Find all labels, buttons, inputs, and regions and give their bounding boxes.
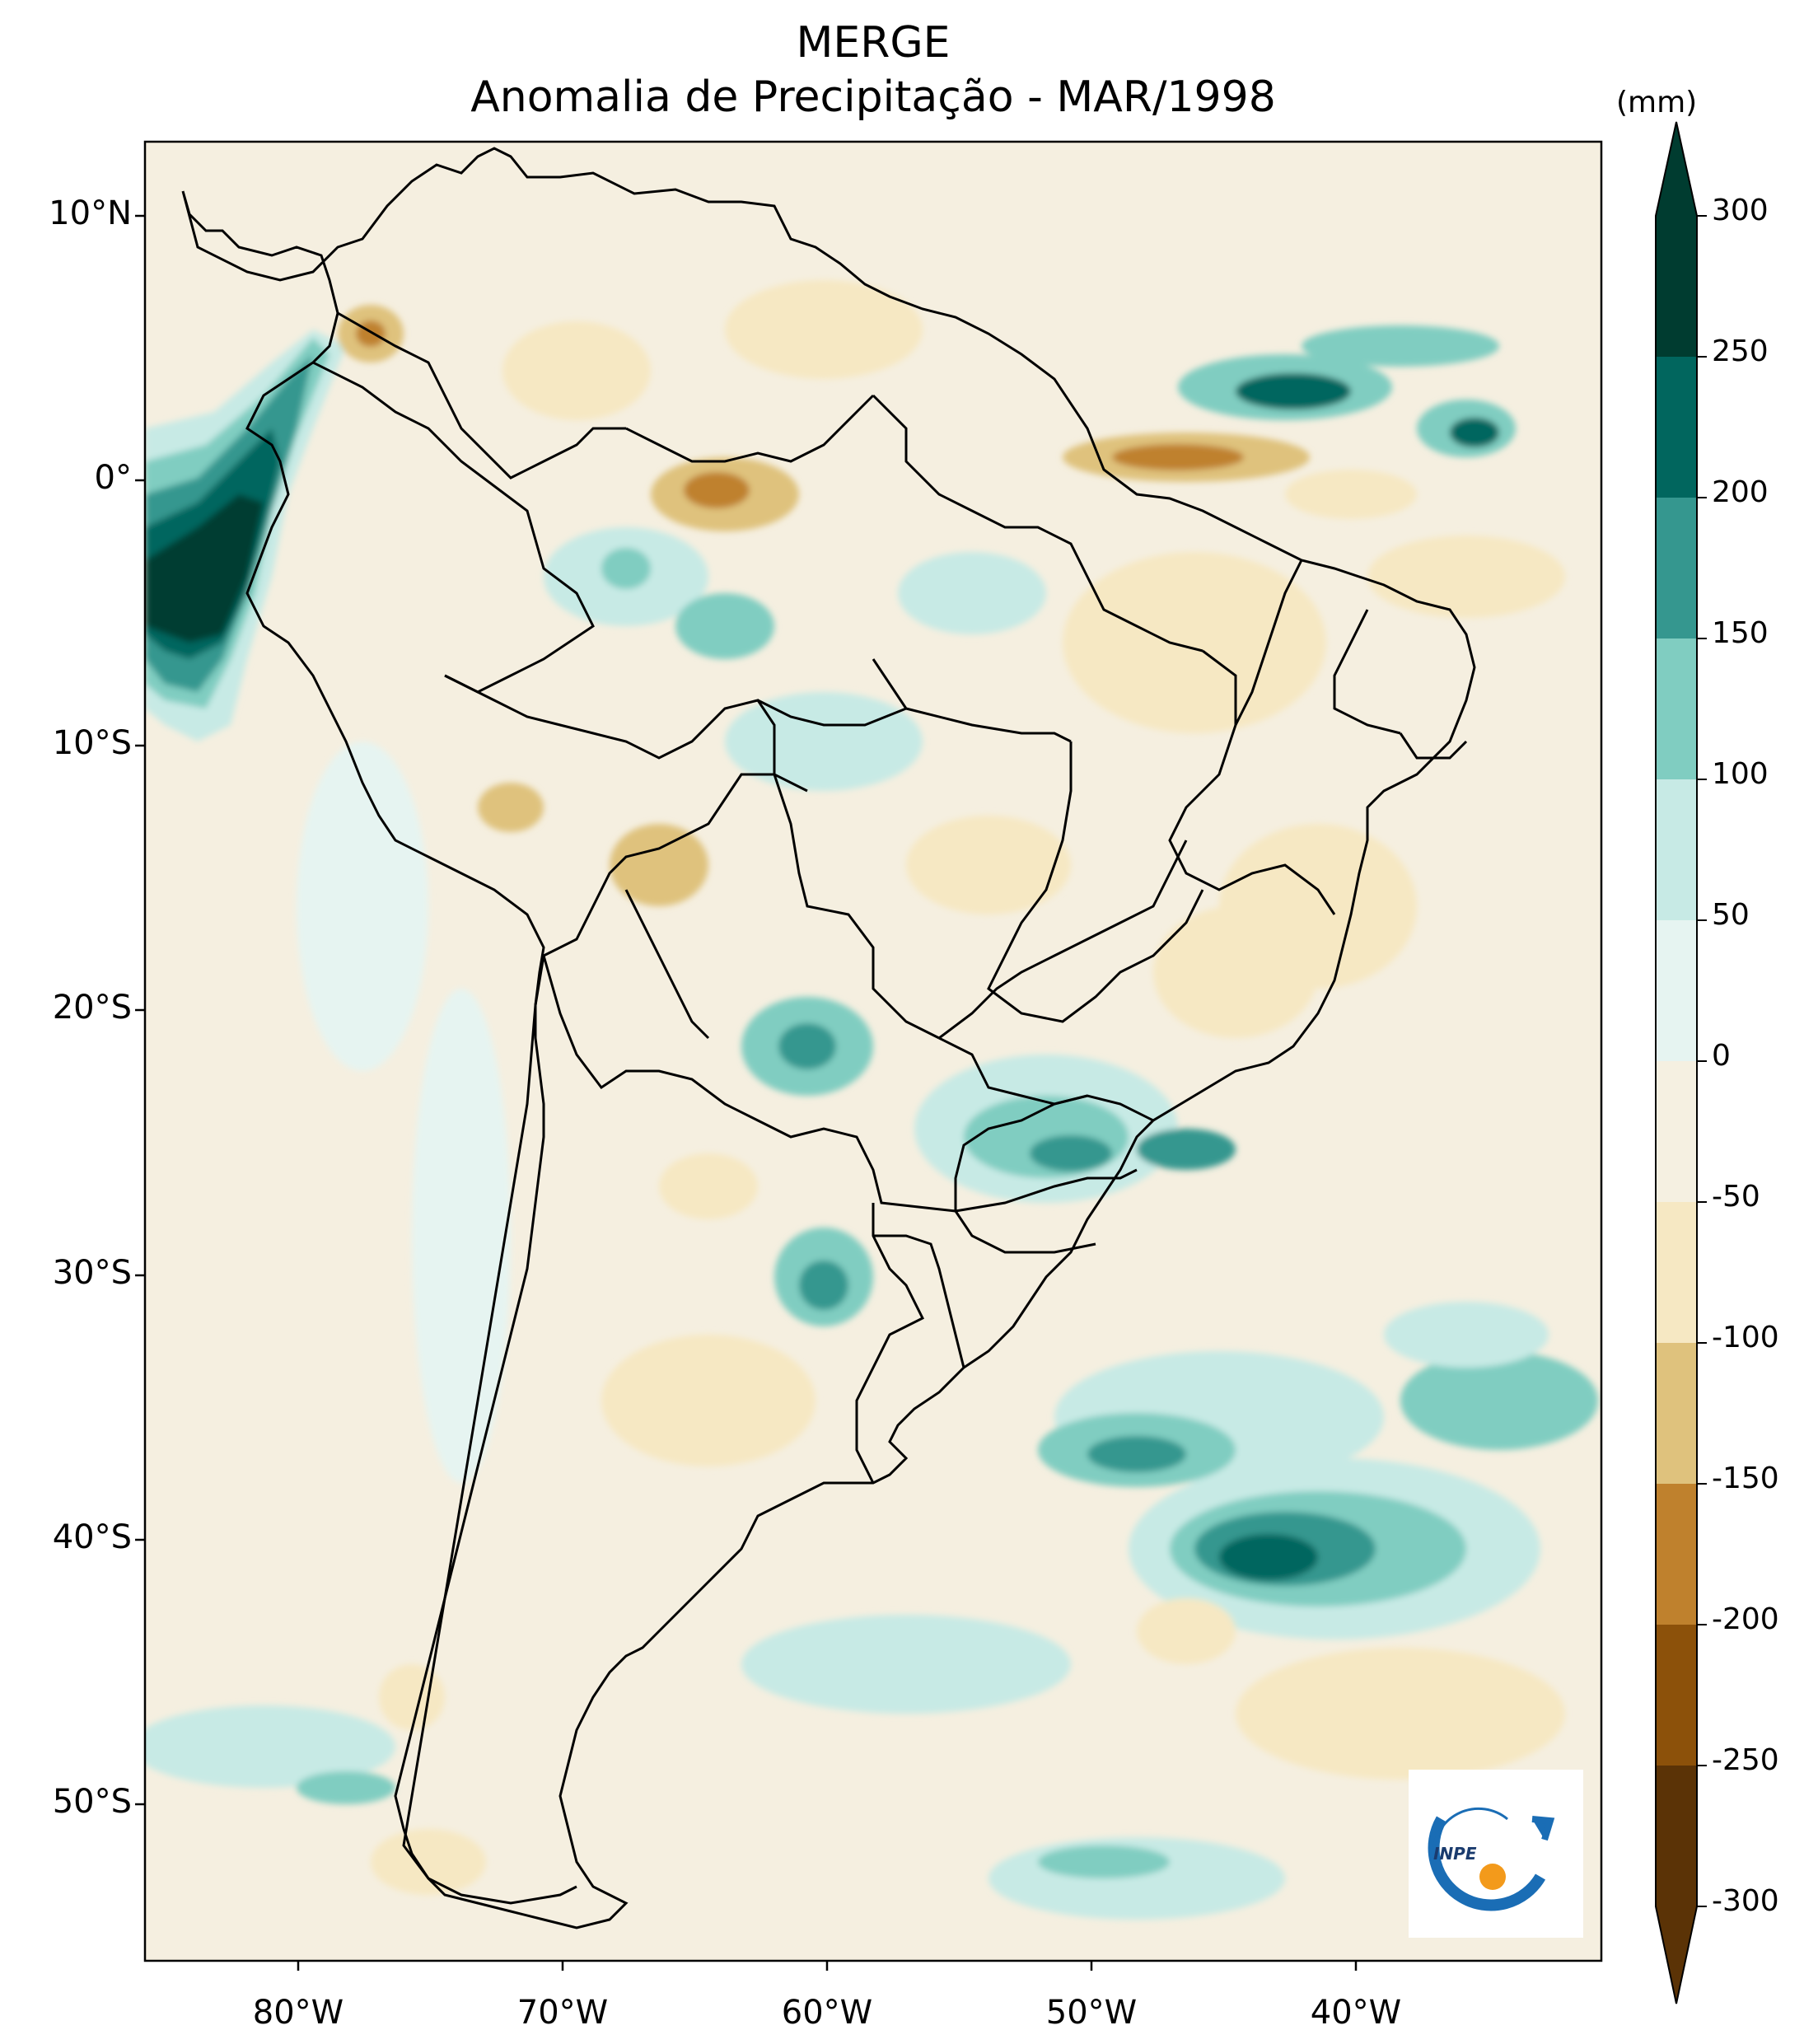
map-field [145, 142, 1601, 1961]
lon-label-60w: 60°W [781, 1994, 873, 2032]
colorbar-label: -200 [1712, 1602, 1779, 1636]
inpe-logo-icon [1428, 1807, 1555, 1911]
colorbar-label: 200 [1712, 475, 1769, 509]
colorbar-label: 0 [1712, 1039, 1731, 1073]
colorbar-swatch [1656, 920, 1697, 1061]
colorbar-label: -150 [1712, 1462, 1779, 1495]
colorbar-swatch [1656, 1202, 1697, 1343]
lat-label-30s: 30°S [52, 1254, 132, 1292]
colorbar-swatch [1656, 216, 1697, 357]
axis-ticks [135, 214, 1358, 1971]
coastline [181, 147, 1476, 1929]
lat-label-20s: 20°S [52, 989, 132, 1027]
colorbar-swatch [1656, 357, 1697, 498]
colorbar-swatch [1656, 1766, 1697, 1906]
colorbar-label: 300 [1712, 194, 1769, 227]
lon-label-50w: 50°W [1045, 1994, 1138, 2032]
colorbar-swatch [1656, 1484, 1697, 1625]
colorbar-swatch [1656, 779, 1697, 920]
map-title: MERGE [796, 18, 951, 68]
inpe-logo-text: INPE [1433, 1844, 1477, 1864]
colorbar-extend-min [1656, 1906, 1697, 2004]
colorbar-label: 100 [1712, 757, 1769, 791]
colorbar-label: 50 [1712, 898, 1750, 932]
colorbar-label: 250 [1712, 334, 1769, 368]
colorbar-swatch [1656, 1343, 1697, 1484]
colorbar-label: 150 [1712, 616, 1769, 650]
colorbar-swatch [1656, 1625, 1697, 1766]
colorbar-label: -300 [1712, 1884, 1779, 1918]
lon-label-40w: 40°W [1310, 1994, 1402, 2032]
lat-label-50s: 50°S [52, 1783, 132, 1821]
lat-label-40s: 40°S [52, 1518, 132, 1556]
colorbar-label: -50 [1712, 1180, 1760, 1214]
colorbar-unit: (mm) [1616, 86, 1698, 119]
lon-label-70w: 70°W [516, 1994, 609, 2032]
colorbar-swatch [1656, 498, 1697, 638]
colorbar-extend-max [1656, 122, 1697, 216]
lat-label-10s: 10°S [52, 724, 132, 762]
colorbar-label: -250 [1712, 1743, 1779, 1777]
lat-label-0: 0° [94, 459, 132, 497]
colorbar-label: -100 [1712, 1321, 1779, 1354]
colorbar-swatch [1656, 1061, 1697, 1202]
lat-label-10n: 10°N [49, 194, 132, 232]
colorbar [1655, 121, 1707, 2004]
map-subtitle: Anomalia de Precipitação - MAR/1998 [470, 72, 1276, 122]
inpe-logo: INPE [1409, 1770, 1583, 1938]
colorbar-swatch [1656, 638, 1697, 779]
lon-label-80w: 80°W [252, 1994, 344, 2032]
